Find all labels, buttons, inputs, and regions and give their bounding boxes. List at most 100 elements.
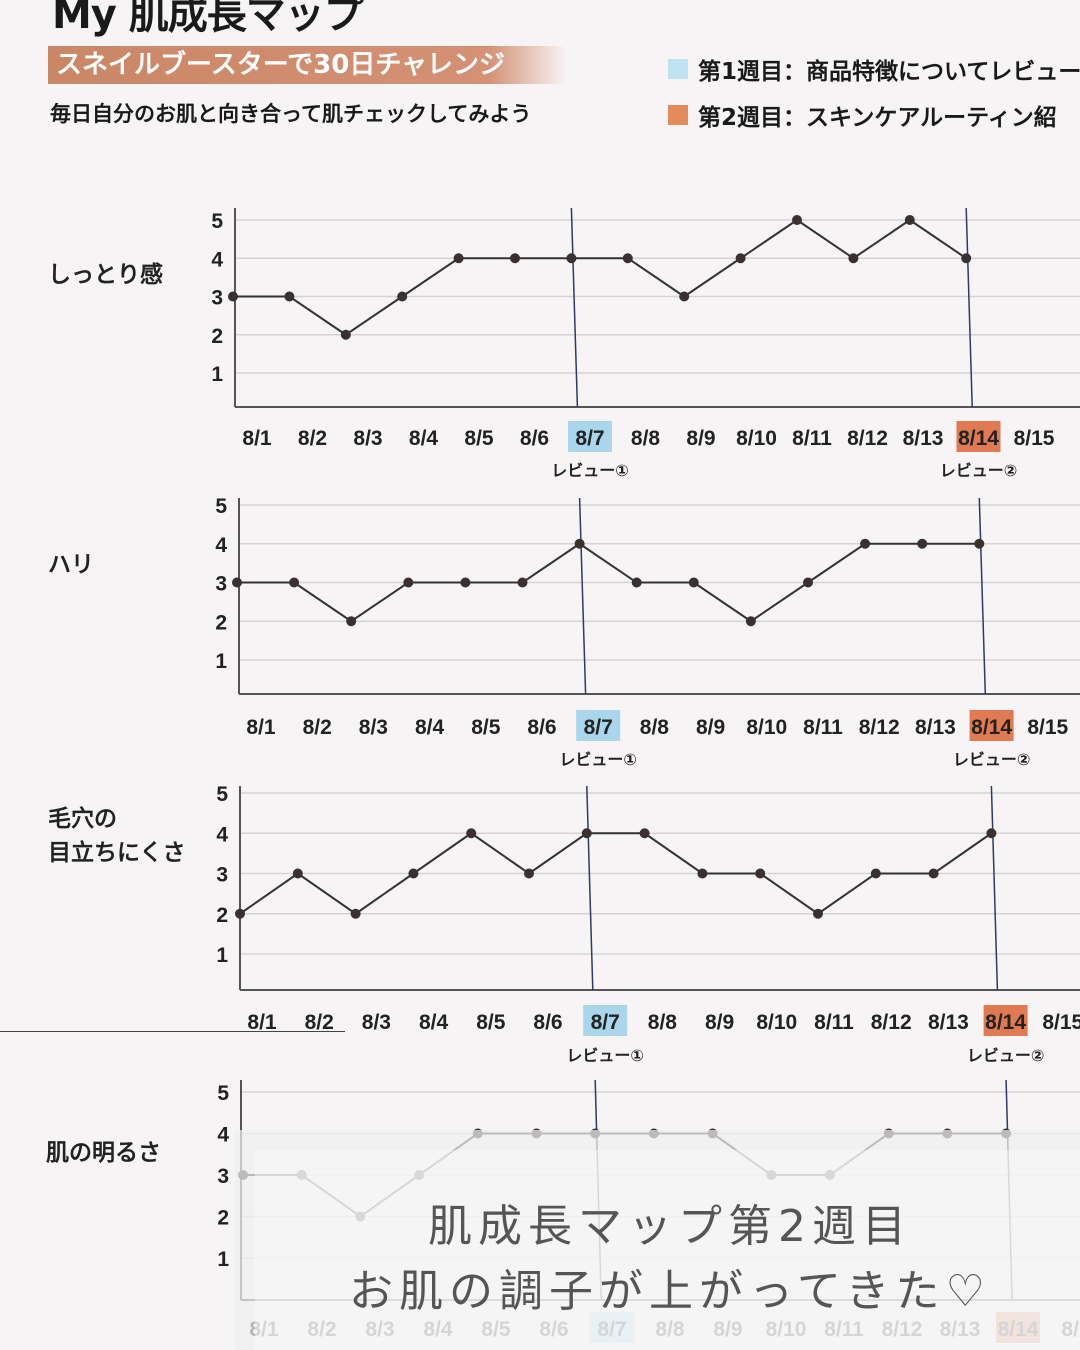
data-point	[735, 253, 746, 264]
x-tick-label: 8/9	[705, 1011, 734, 1034]
caption-line-1: 肌成長マップ第2週目	[428, 1201, 912, 1252]
review-marker-line	[570, 207, 579, 408]
x-tick-label: 8/2	[298, 427, 327, 450]
x-tick-label: 8/9	[696, 716, 725, 739]
data-point	[688, 577, 699, 588]
y-tick-label: 2	[217, 1207, 229, 1230]
highlight-box	[576, 710, 621, 741]
data-point	[510, 253, 520, 264]
review-annotation: レビュー②	[940, 461, 1018, 480]
row-label: しっとり感	[48, 261, 163, 288]
data-point	[453, 253, 464, 264]
data-point	[466, 828, 477, 839]
x-tick-label: 8/11	[792, 427, 832, 450]
x-tick-label: 8/3	[353, 427, 382, 450]
caption-overlay-inner	[255, 1150, 1080, 1350]
x-tick-label: 8/1	[246, 716, 276, 739]
data-point	[581, 828, 592, 839]
row-label-line: 毛穴の	[48, 805, 117, 832]
caption-overlay	[235, 1130, 1080, 1350]
x-tick-label: 8/7	[584, 716, 613, 739]
data-point	[928, 868, 939, 879]
x-tick-label: 8/4	[419, 1011, 449, 1034]
x-tick-label: 8/7	[575, 427, 604, 450]
row-label-line: しっとり感	[48, 261, 163, 288]
data-point	[803, 577, 813, 588]
series-line	[239, 832, 992, 915]
y-tick-label: 1	[216, 944, 228, 967]
legend-swatch-orange	[668, 105, 688, 125]
series-line	[237, 542, 980, 623]
x-tick-label: 8/5	[464, 427, 494, 450]
x-tick-label: 8/6	[533, 1011, 562, 1034]
highlight-box	[956, 421, 1001, 452]
highlight-box	[583, 1005, 628, 1036]
y-tick-label: 2	[211, 325, 223, 348]
y-tick-label: 3	[217, 1165, 229, 1188]
x-tick-label: 8/4	[409, 427, 439, 450]
y-tick-label: 1	[217, 1248, 229, 1271]
review-marker-line	[578, 497, 587, 695]
y-tick-label: 5	[217, 1082, 229, 1105]
x-tick-label: 8/5	[476, 1011, 506, 1034]
legend-week1: 第1週目：商品特徴についてレビュー	[668, 52, 1080, 86]
review-annotation: レビュー②	[953, 750, 1031, 769]
data-point	[986, 828, 997, 839]
data-point	[350, 908, 361, 919]
row-label-line: ハリ	[48, 552, 94, 578]
x-tick-label: 8/12	[871, 1011, 912, 1034]
legend-week2-label: 第2週目：スキンケアルーティン紹	[698, 105, 1057, 131]
data-point	[813, 908, 823, 919]
data-point	[792, 215, 802, 225]
data-point	[639, 828, 650, 839]
data-point	[460, 577, 471, 588]
x-tick-label: 8/1	[247, 1011, 277, 1034]
data-point	[292, 868, 303, 879]
x-tick-label: 8/3	[362, 1011, 391, 1034]
data-point	[574, 538, 585, 549]
y-tick-label: 2	[216, 904, 228, 927]
data-point	[860, 538, 871, 549]
x-tick-label: 8/6	[527, 716, 556, 739]
y-tick-label: 3	[215, 573, 227, 596]
x-tick-label: 8/11	[803, 716, 843, 739]
data-point	[403, 577, 414, 588]
challenge-banner: スネイルブースターで30日チャレンジ	[48, 46, 566, 84]
data-point	[524, 868, 534, 879]
y-tick-label: 3	[216, 864, 228, 887]
x-tick-label: 8/12	[859, 716, 900, 739]
x-tick-label: 8/2	[305, 1011, 334, 1034]
data-point	[397, 291, 408, 302]
data-point	[904, 215, 915, 225]
x-tick-label: 8/10	[746, 716, 787, 739]
data-point	[974, 538, 985, 549]
x-tick-label: 8/10	[736, 427, 777, 450]
data-point	[622, 253, 633, 264]
row-label: ハリ	[48, 552, 94, 578]
x-tick-label: 8/14	[971, 716, 1012, 739]
data-point	[697, 868, 708, 879]
review-annotation: レビュー①	[559, 750, 637, 769]
data-point	[745, 616, 756, 627]
review-annotation: レビュー①	[566, 1046, 644, 1065]
x-tick-label: 8/9	[686, 427, 715, 450]
x-tick-label: 8/13	[903, 427, 944, 450]
x-tick-label: 8/1	[242, 427, 272, 450]
data-point	[870, 868, 881, 879]
x-tick-label: 8/12	[847, 427, 888, 450]
x-tick-label: 8/13	[915, 716, 956, 739]
caption-line-2: お肌の調子が上がってきた♡	[349, 1266, 991, 1317]
x-tick-label: 8/6	[520, 427, 549, 450]
x-tick-label: 8/4	[415, 716, 445, 739]
data-point	[232, 577, 242, 588]
highlight-box	[969, 710, 1014, 741]
y-tick-label: 4	[211, 248, 223, 271]
row-label-line: 目立ちにくさ	[48, 839, 186, 866]
data-point	[346, 616, 357, 627]
data-point	[284, 291, 295, 302]
review-annotation: レビュー①	[551, 461, 629, 480]
y-tick-label: 5	[211, 210, 223, 233]
y-tick-label: 4	[217, 1124, 229, 1147]
data-point	[235, 908, 245, 919]
review-marker-line	[978, 497, 987, 695]
